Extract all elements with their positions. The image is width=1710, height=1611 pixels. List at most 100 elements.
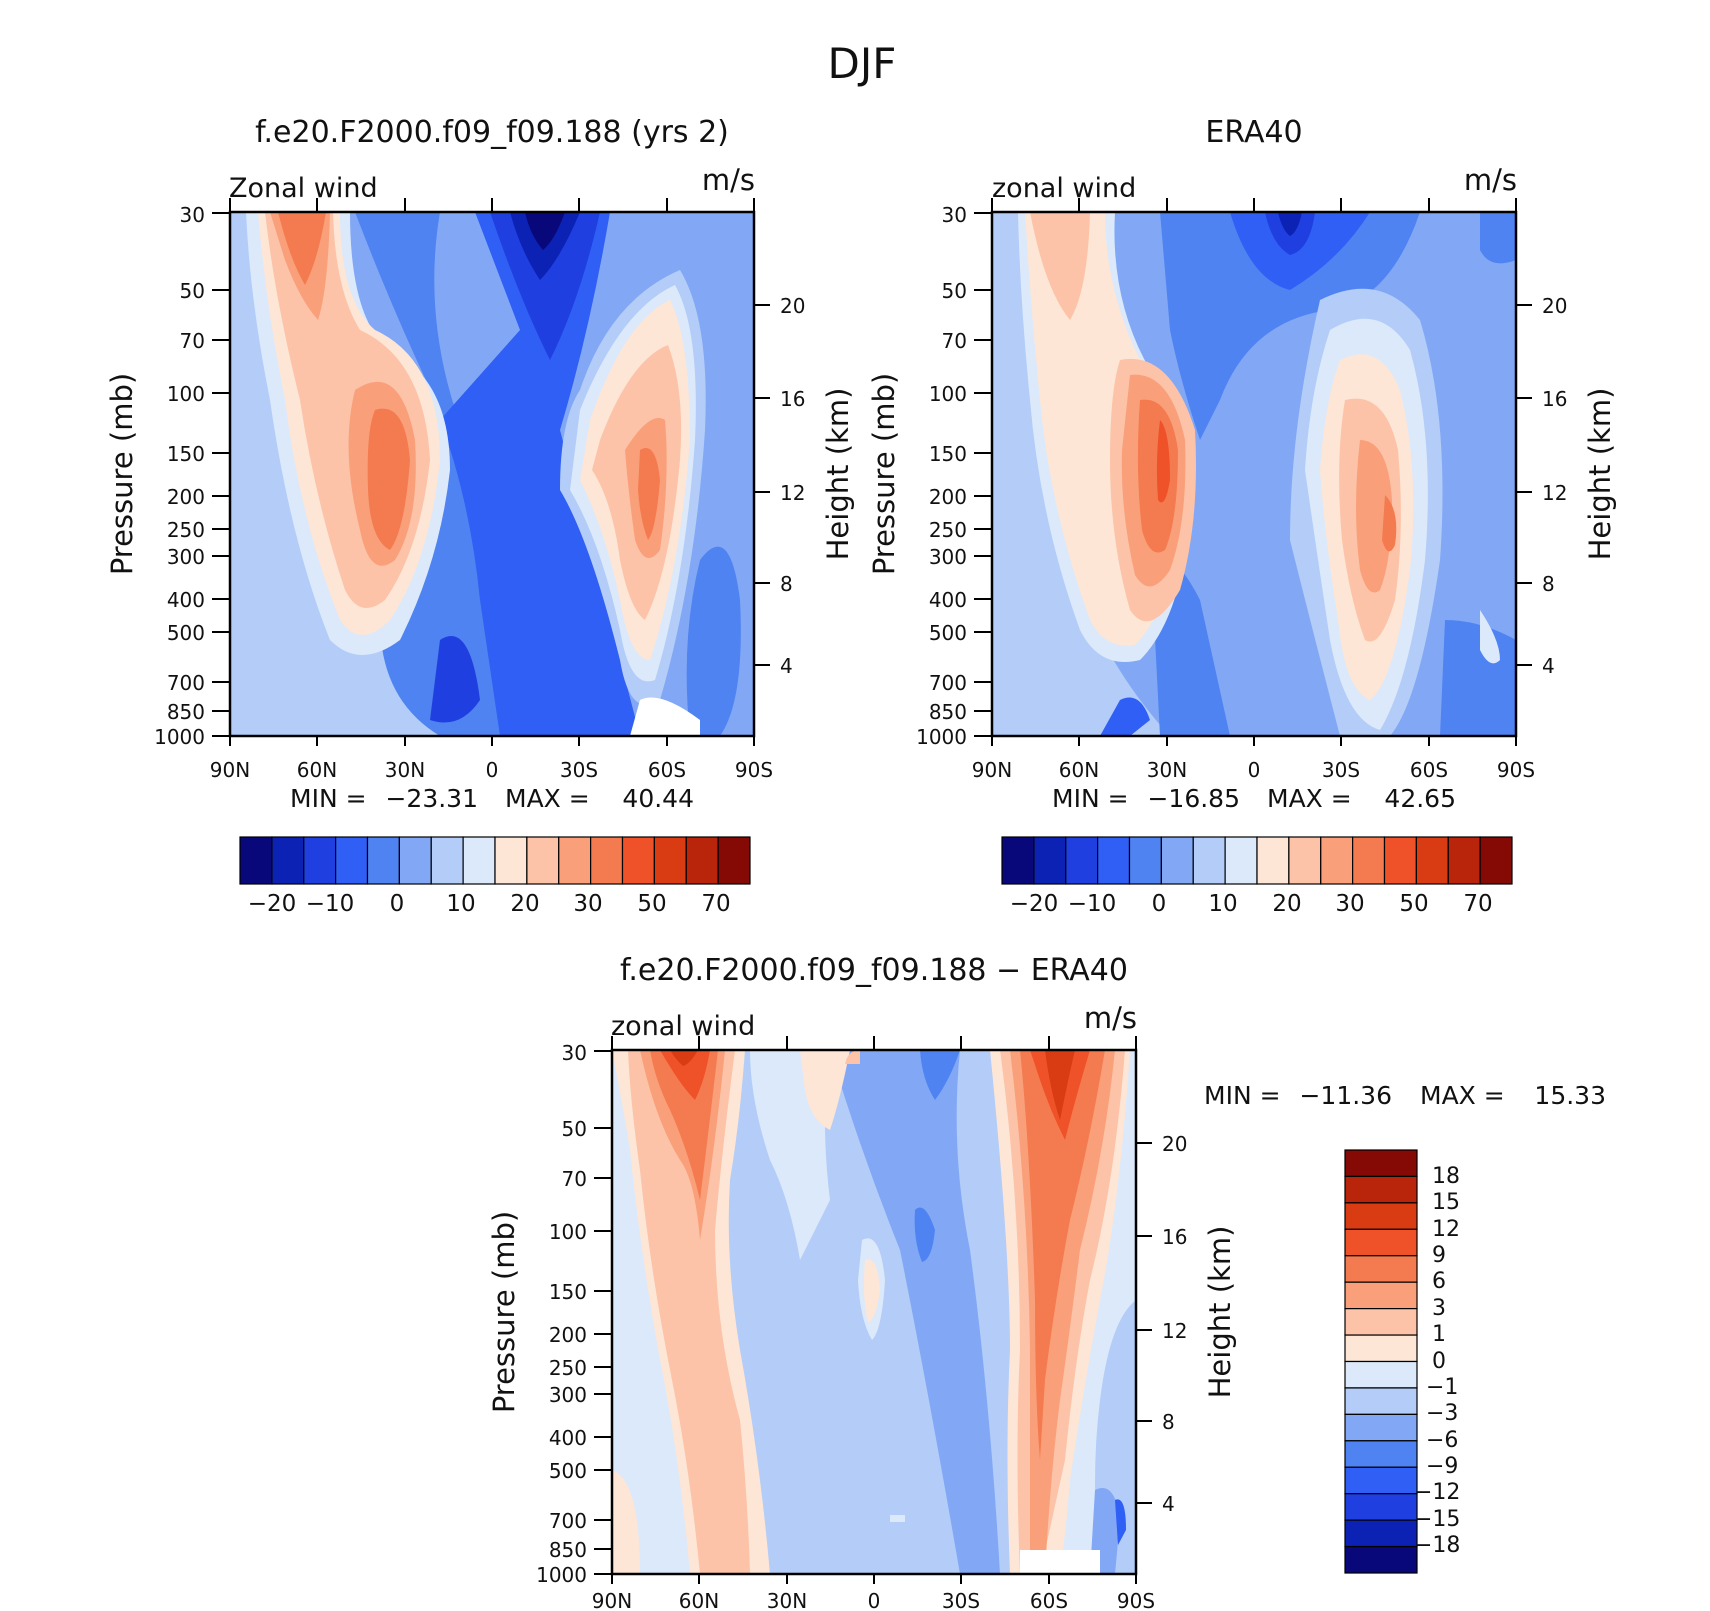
y-tick-label: 150 bbox=[929, 442, 967, 466]
x-tick-label: 30S bbox=[560, 758, 598, 782]
max-value: 15.33 bbox=[1534, 1081, 1606, 1110]
height-tick-label: 12 bbox=[1162, 1319, 1187, 1343]
colorbar-swatch bbox=[1344, 1255, 1418, 1283]
colorbar-label: −10 bbox=[1068, 891, 1117, 917]
right-axis: 4 8 12 16 20 bbox=[754, 294, 805, 678]
y-tick-label: 300 bbox=[929, 545, 967, 569]
contour-field bbox=[992, 212, 1516, 736]
y-tick-label: 250 bbox=[549, 1356, 587, 1380]
colorbar-swatch bbox=[1128, 836, 1162, 885]
colorbar-label: 10 bbox=[446, 891, 475, 917]
colorbar-swatch bbox=[335, 836, 369, 885]
variable-label: zonal wind bbox=[992, 173, 1136, 204]
height-tick-label: 20 bbox=[780, 294, 805, 318]
min-value: −11.36 bbox=[1299, 1081, 1392, 1110]
y-tick-label: 70 bbox=[562, 1167, 587, 1191]
colorbar-swatch bbox=[1344, 1466, 1418, 1495]
colorbar-label: 30 bbox=[1335, 891, 1364, 917]
panel-title: ERA40 bbox=[1205, 115, 1302, 150]
x-tick-label: 0 bbox=[486, 758, 499, 782]
colorbar-swatch bbox=[366, 836, 400, 885]
colorbar-label: −15 bbox=[1414, 1507, 1460, 1532]
colorbar-swatch bbox=[1288, 836, 1322, 885]
panel-title: f.e20.F2000.f09_f09.188 − ERA40 bbox=[620, 953, 1128, 988]
height-tick-label: 4 bbox=[780, 654, 793, 678]
colorbar-label: 20 bbox=[1272, 891, 1301, 917]
colorbar-swatch bbox=[1065, 836, 1099, 885]
colorbar-swatch bbox=[1320, 836, 1354, 885]
y-tick-label: 850 bbox=[929, 700, 967, 724]
x-tick-label: 0 bbox=[1248, 758, 1261, 782]
min-value: −16.85 bbox=[1147, 784, 1240, 813]
y-tick-label: 50 bbox=[562, 1117, 587, 1141]
colorbar-label: −12 bbox=[1414, 1480, 1460, 1505]
y-tick-label: 50 bbox=[942, 279, 967, 303]
colorbar-vertical bbox=[1344, 1149, 1418, 1574]
panel-observation: ERA40 zonal wind m/s bbox=[867, 115, 1617, 917]
x-tick-label: 60S bbox=[1030, 1589, 1068, 1611]
colorbar bbox=[1001, 836, 1513, 885]
colorbar-swatch bbox=[1383, 836, 1417, 885]
colorbar-label: 70 bbox=[1463, 891, 1492, 917]
colorbar-label: −20 bbox=[248, 891, 297, 917]
colorbar-label: 0 bbox=[390, 891, 405, 917]
colorbar-labels: −20 −10 0 10 20 30 50 70 bbox=[248, 891, 731, 917]
colorbar-label: 18 bbox=[1432, 1164, 1460, 1189]
y-tick-label: 300 bbox=[167, 545, 205, 569]
y-tick-label: 250 bbox=[929, 518, 967, 542]
x-tick-label: 30N bbox=[767, 1589, 807, 1611]
colorbar-swatch bbox=[1097, 836, 1131, 885]
x-tick-label: 60N bbox=[679, 1589, 719, 1611]
y-tick-label: 250 bbox=[167, 518, 205, 542]
max-label: MAX = bbox=[1267, 784, 1352, 813]
y-tick-label: 50 bbox=[180, 279, 205, 303]
colorbar-labels: 18 15 12 9 6 3 1 0 −1 −3 −6 −9 −12 −15 −… bbox=[1414, 1164, 1460, 1558]
x-tick-label: 90S bbox=[1117, 1589, 1155, 1611]
colorbar-label: 10 bbox=[1208, 891, 1237, 917]
colorbar-swatch bbox=[494, 836, 528, 885]
y-tick-label: 100 bbox=[167, 382, 205, 406]
min-value: −23.31 bbox=[385, 784, 478, 813]
colorbar-swatch bbox=[558, 836, 592, 885]
y-axis-label: Pressure (mb) bbox=[867, 373, 901, 575]
x-tick-label: 60S bbox=[648, 758, 686, 782]
left-axis: 30 50 70 100 150 200 250 300 400 500 700… bbox=[916, 203, 992, 749]
colorbar-label: 1 bbox=[1432, 1322, 1446, 1347]
y-tick-label: 500 bbox=[549, 1459, 587, 1483]
y-tick-label: 700 bbox=[167, 671, 205, 695]
y-tick-label: 30 bbox=[942, 203, 967, 227]
y-tick-label: 850 bbox=[549, 1538, 587, 1562]
colorbar-swatch bbox=[1344, 1175, 1418, 1204]
x-tick-label: 90N bbox=[972, 758, 1012, 782]
height-tick-label: 8 bbox=[780, 572, 793, 596]
colorbar-labels: −20 −10 0 10 20 30 50 70 bbox=[1010, 891, 1493, 917]
colorbar-label: −1 bbox=[1426, 1375, 1458, 1400]
colorbar-label: 15 bbox=[1432, 1190, 1460, 1215]
y-axis-label: Pressure (mb) bbox=[105, 373, 139, 575]
colorbar-swatch bbox=[462, 836, 496, 885]
y-tick-label: 100 bbox=[549, 1220, 587, 1244]
colorbar-swatch bbox=[1352, 836, 1386, 885]
units-label: m/s bbox=[702, 163, 755, 197]
colorbar-swatch bbox=[430, 836, 464, 885]
colorbar-swatch bbox=[1344, 1202, 1418, 1230]
figure-title: DJF bbox=[828, 39, 897, 88]
colorbar-swatch bbox=[1415, 836, 1449, 885]
colorbar-label: −10 bbox=[306, 891, 355, 917]
colorbar-swatch bbox=[621, 836, 655, 885]
colorbar-label: −3 bbox=[1426, 1401, 1458, 1426]
colorbar-swatch bbox=[1344, 1440, 1418, 1468]
x-tick-label: 30N bbox=[385, 758, 425, 782]
y-tick-label: 150 bbox=[549, 1280, 587, 1304]
x-axis: 90N 60N 30N 0 30S 60S 90S bbox=[972, 198, 1535, 782]
y-tick-label: 200 bbox=[929, 485, 967, 509]
colorbar-swatch bbox=[1344, 1519, 1418, 1548]
colorbar-swatch bbox=[590, 836, 624, 885]
max-value: 42.65 bbox=[1384, 784, 1456, 813]
height-tick-label: 12 bbox=[1542, 481, 1567, 505]
panel-difference: f.e20.F2000.f09_f09.188 − ERA40 zonal wi… bbox=[487, 953, 1606, 1611]
colorbar-label: 12 bbox=[1432, 1217, 1460, 1242]
min-label: MIN = bbox=[290, 784, 367, 813]
x-tick-label: 30N bbox=[1147, 758, 1187, 782]
